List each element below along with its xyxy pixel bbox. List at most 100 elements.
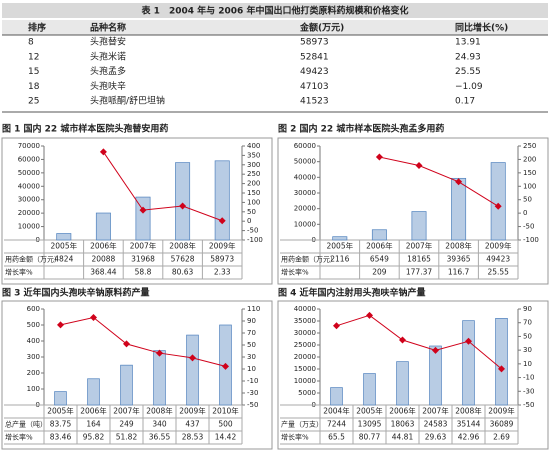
y2-tick-label: 250 xyxy=(523,142,536,150)
row-label: 产量（万支） xyxy=(281,420,323,429)
growth-marker xyxy=(399,336,406,344)
x-tick-label: 2007年 xyxy=(113,406,140,416)
data-label: 249 xyxy=(119,420,134,429)
data-label: 164 xyxy=(86,420,101,429)
data-label: 80.77 xyxy=(359,433,381,442)
data-label: 80.63 xyxy=(172,268,194,277)
growth-marker xyxy=(432,346,439,354)
bar xyxy=(330,387,343,406)
y-tick-label: 300 xyxy=(27,353,40,361)
data-label: 49423 xyxy=(486,255,510,264)
table-header: 同比增长(%) xyxy=(455,22,508,34)
table-cell: 头孢哌酮/舒巴坦钠 xyxy=(90,95,165,107)
bar xyxy=(56,233,72,241)
x-tick-label: 2006年 xyxy=(90,241,117,251)
growth-marker xyxy=(333,322,340,330)
data-label: 340 xyxy=(152,420,167,429)
x-tick-label: 2009年 xyxy=(209,241,236,251)
y-tick-label: 60000 xyxy=(18,155,40,163)
chart-title: 图 3 近年国内头孢呋辛钠原料药产量 xyxy=(2,287,150,299)
table-cell: 0.17 xyxy=(455,97,475,107)
x-tick-label: 2005年 xyxy=(47,406,74,416)
growth-line xyxy=(60,316,226,367)
growth-marker xyxy=(498,365,505,373)
data-label: 209 xyxy=(372,268,387,277)
table-cell: 头孢孟多 xyxy=(90,65,126,77)
y2-tick-label: 350 xyxy=(247,151,260,159)
x-tick-label: 2009年 xyxy=(179,406,206,416)
data-label: 437 xyxy=(185,420,200,429)
data-label: 2.33 xyxy=(214,268,231,277)
table-cell: 49423 xyxy=(300,67,329,77)
growth-marker xyxy=(222,362,229,370)
y2-tick-label: 90 xyxy=(247,317,256,325)
y2-tick-label: 250 xyxy=(247,170,260,178)
growth-line xyxy=(336,314,502,370)
y2-tick-label: 90 xyxy=(523,305,532,313)
y2-tick-label: -50 xyxy=(247,227,258,235)
table-cell: 25 xyxy=(28,97,39,107)
y-tick-label: 400 xyxy=(27,337,40,345)
y2-tick-label: 10 xyxy=(523,360,532,368)
table-header: 排序 xyxy=(28,22,46,34)
x-tick-label: 2006年 xyxy=(80,406,107,416)
y2-tick-label: 100 xyxy=(247,198,260,206)
y2-tick-label: 100 xyxy=(523,182,536,190)
y-tick-label: 100 xyxy=(27,385,40,393)
y-tick-label: 600 xyxy=(27,305,40,313)
data-label: 177.37 xyxy=(406,268,432,277)
x-tick-label: 2009年 xyxy=(488,406,515,416)
y-tick-label: 40000 xyxy=(294,173,316,181)
data-label: 20088 xyxy=(91,255,115,264)
data-label: 14.42 xyxy=(215,433,237,442)
data-label: 25.55 xyxy=(487,268,509,277)
bar xyxy=(462,320,475,406)
bar xyxy=(214,160,230,241)
bar xyxy=(95,212,111,241)
table-cell: 24.93 xyxy=(455,52,481,62)
data-label: 57628 xyxy=(171,255,195,264)
y2-tick-label: 10 xyxy=(247,365,256,373)
data-label: 39365 xyxy=(447,255,471,264)
data-label: 13095 xyxy=(358,420,382,429)
bar xyxy=(490,162,506,241)
panel xyxy=(277,137,549,285)
y2-tick-label: 200 xyxy=(523,155,536,163)
data-label: 31968 xyxy=(131,255,155,264)
bar xyxy=(451,177,467,241)
data-label: 51.82 xyxy=(116,433,138,442)
x-tick-label: 2005年 xyxy=(356,406,383,416)
x-tick-label: 2010年 xyxy=(212,406,239,416)
y2-tick-label: -10 xyxy=(247,377,258,385)
y2-tick-label: 50 xyxy=(247,341,256,349)
growth-marker xyxy=(218,217,226,225)
y2-tick-label: -50 xyxy=(523,223,534,231)
table-cell: 8 xyxy=(28,38,34,48)
data-label: 29.63 xyxy=(425,433,447,442)
data-label: 18063 xyxy=(391,420,415,429)
y2-tick-label: 110 xyxy=(247,305,260,313)
y-tick-label: 70000 xyxy=(18,142,40,150)
growth-line xyxy=(379,156,499,207)
table-title-bg xyxy=(2,3,548,18)
y2-tick-label: -30 xyxy=(247,389,258,397)
x-tick-label: 2005年 xyxy=(327,241,354,251)
y2-tick-label: 0 xyxy=(523,209,527,217)
data-label: 24583 xyxy=(424,420,448,429)
x-tick-label: 2008年 xyxy=(455,406,482,416)
growth-marker xyxy=(366,311,373,319)
x-tick-label: 2008年 xyxy=(169,241,196,251)
data-label: 36.55 xyxy=(149,433,171,442)
y2-tick-label: 50 xyxy=(523,332,532,340)
data-label: 2.69 xyxy=(493,433,510,442)
growth-marker xyxy=(123,340,130,348)
data-label: 368.44 xyxy=(90,268,116,277)
bar xyxy=(411,211,427,241)
table-cell: 头孢呋辛 xyxy=(90,80,126,92)
y-tick-label: 200 xyxy=(27,369,40,377)
panel xyxy=(1,137,273,285)
y2-tick-label: 50 xyxy=(523,196,532,204)
table-cell: 52841 xyxy=(300,52,329,62)
data-label: 4824 xyxy=(54,255,73,264)
table-cell: 25.55 xyxy=(455,67,481,77)
